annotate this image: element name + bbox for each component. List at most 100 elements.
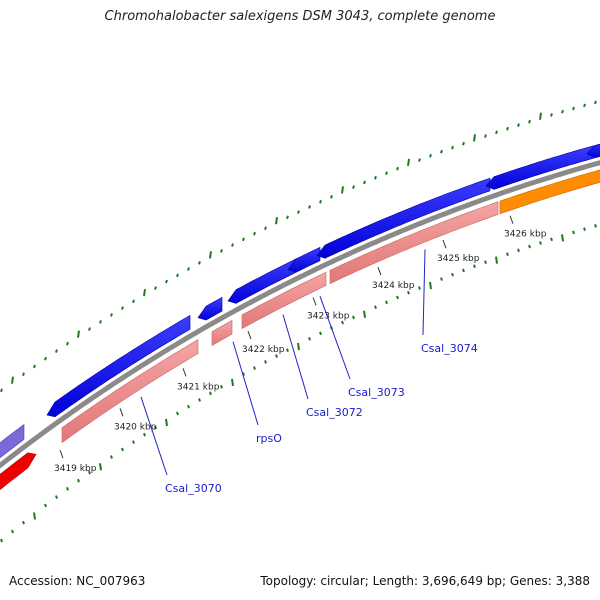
gc-tick: [418, 158, 421, 162]
gc-tick: [275, 354, 278, 358]
gc-skew-dots-inner: [0, 224, 597, 543]
gc-tick: [528, 119, 531, 124]
gc-tick: [506, 126, 509, 131]
scale-tick: [312, 297, 317, 306]
gc-tick: [165, 279, 168, 284]
scale-label: 3420 kbp: [114, 422, 157, 432]
gene-label: Csal_3074: [421, 342, 478, 355]
reverse-cds-bar: [211, 319, 233, 347]
gc-tick: [561, 234, 564, 242]
gc-tick: [385, 300, 388, 305]
gc-tick: [88, 470, 91, 475]
gc-tick: [407, 158, 410, 167]
gc-tick: [231, 378, 234, 387]
gc-tick: [495, 130, 498, 135]
gene-label: Csal_3073: [348, 386, 405, 399]
orange-feature-bar: [499, 169, 600, 215]
gc-tick: [143, 288, 146, 297]
gc-tick: [550, 113, 553, 117]
gc-tick: [264, 360, 267, 364]
gc-tick: [429, 154, 432, 158]
gc-tick: [473, 134, 476, 142]
forward-cds-arrow: [227, 258, 297, 304]
gene-label: rpsO: [256, 432, 282, 445]
gene-leader-line: [282, 314, 309, 400]
reverse-cds-bar: [61, 339, 199, 444]
gene-label: Csal_3072: [306, 406, 363, 419]
gc-tick: [44, 503, 47, 508]
reverse-cds-bar: [329, 201, 499, 285]
scale-label: 3422 kbp: [242, 345, 285, 355]
gene-leader-line: [319, 296, 351, 380]
gc-tick: [154, 286, 157, 290]
scale-label: 3426 kbp: [504, 230, 547, 240]
scale-tick: [509, 215, 514, 224]
gc-tick: [308, 337, 311, 341]
gc-tick: [253, 366, 256, 370]
backbone-arc: [0, 160, 600, 469]
gc-tick: [110, 455, 113, 459]
forward-cds-arrow: [316, 177, 491, 259]
purple-feature-bar: [0, 423, 25, 459]
gc-tick: [22, 372, 25, 377]
gc-tick: [220, 249, 223, 253]
gc-tick: [22, 520, 25, 525]
gc-skew-dots-outer: [0, 100, 597, 393]
gc-tick: [88, 327, 91, 331]
gc-tick: [572, 106, 575, 111]
gc-tick: [528, 244, 531, 249]
scale-tick: [119, 408, 124, 417]
gc-tick: [341, 186, 344, 194]
gc-tick: [110, 313, 113, 317]
gc-tick: [209, 391, 212, 396]
gc-tick: [286, 348, 289, 353]
gc-tick: [440, 149, 443, 154]
gc-tick: [253, 231, 256, 236]
scale-label: 3424 kbp: [372, 281, 415, 291]
gc-tick: [55, 349, 58, 353]
forward-cds-arrow: [287, 246, 321, 273]
gene-leader-line: [140, 396, 168, 476]
gc-tick: [231, 243, 234, 247]
forward-cds-arrow: [46, 314, 191, 418]
gc-tick: [154, 425, 157, 430]
gc-tick: [583, 103, 586, 108]
gc-tick: [143, 432, 146, 437]
gc-tick: [11, 376, 14, 384]
map-title: Chromohalobacter salexigens DSM 3043, co…: [104, 9, 496, 24]
gc-tick: [33, 364, 36, 369]
gc-tick: [121, 447, 124, 452]
reverse-cds-bar: [241, 271, 327, 330]
gc-tick: [451, 272, 454, 277]
gc-tick: [297, 342, 300, 351]
gc-tick: [198, 261, 201, 265]
gc-tick: [330, 195, 333, 199]
gc-tick: [55, 495, 58, 499]
gc-tick: [319, 331, 322, 336]
gc-tick: [462, 141, 465, 146]
scale-label: 3421 kbp: [177, 382, 220, 392]
gene-leader-line: [422, 249, 426, 336]
forward-cds-arrow: [197, 296, 223, 321]
gc-tick: [242, 237, 245, 242]
gc-tick: [396, 166, 399, 171]
gc-tick: [187, 267, 190, 271]
gene-label: Csal_3070: [165, 482, 222, 495]
gc-tick: [506, 252, 509, 257]
gc-tick: [539, 112, 542, 120]
scale-tick: [59, 450, 64, 459]
gc-tick: [517, 248, 520, 253]
gc-tick: [77, 330, 80, 338]
gc-tick: [176, 411, 179, 416]
gc-tick: [187, 404, 190, 409]
topology-text: Topology: circular; Length: 3,696,649 bp…: [260, 574, 590, 588]
gc-tick: [473, 264, 476, 269]
gc-tick: [77, 478, 80, 483]
gc-tick: [396, 295, 399, 300]
gc-tick: [319, 199, 322, 204]
gc-tick: [220, 384, 223, 389]
genome-backbone: [0, 160, 600, 469]
gc-tick: [0, 538, 3, 543]
scale-label: 3425 kbp: [437, 254, 480, 264]
